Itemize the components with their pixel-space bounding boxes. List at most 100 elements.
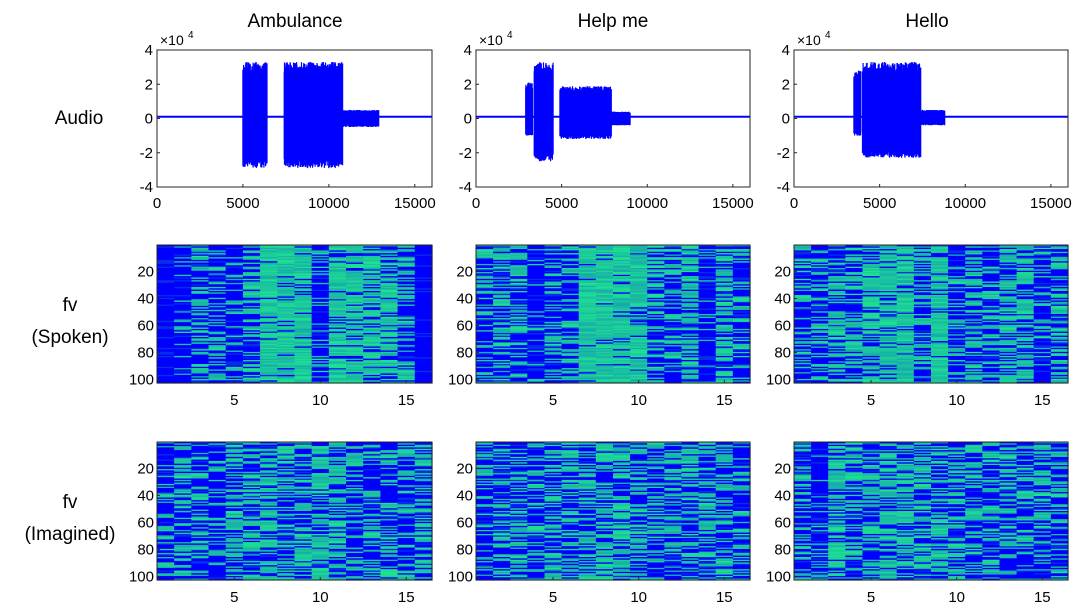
heatmap-cell [414, 330, 433, 333]
heatmap-cell [845, 327, 864, 330]
heatmap-cell [732, 357, 751, 360]
heatmap-cell [346, 249, 364, 252]
heatmap-cell [1033, 265, 1052, 268]
heatmap-cell [208, 245, 227, 247]
heatmap-cell [328, 334, 347, 337]
heatmap-cell [561, 269, 580, 272]
heatmap-cell [578, 247, 597, 250]
heatmap-cell [174, 345, 192, 348]
heatmap-cell [595, 308, 614, 311]
heatmap-cell [225, 259, 244, 262]
heatmap-cell [527, 257, 546, 260]
heatmap-cell [879, 307, 898, 310]
heatmap-cell [380, 342, 399, 345]
heatmap-cell [828, 346, 846, 349]
heatmap-cell [828, 307, 846, 310]
heatmap-cell [397, 253, 416, 256]
heatmap-cell [493, 304, 511, 307]
heatmap-cell [794, 342, 812, 345]
row-label-spoken-line2: (Spoken) [31, 327, 108, 348]
heatmap-cell [999, 361, 1018, 364]
heatmap-cell [965, 323, 983, 326]
heatmap-cell [493, 374, 511, 377]
heatmap-cell [476, 364, 494, 367]
heatmap-cell [544, 320, 563, 323]
heatmap-cell [896, 301, 915, 304]
heatmap-cell [157, 353, 175, 356]
heatmap-cell [811, 347, 829, 350]
heatmap-cell [493, 249, 511, 252]
x-tick-label: 5000 [545, 195, 578, 212]
heatmap-cell [328, 266, 347, 269]
heatmap-cell [476, 276, 494, 279]
heatmap-cell [157, 342, 175, 345]
heatmap-cell [913, 349, 932, 352]
heatmap-cell [613, 257, 631, 260]
heatmap-cell [260, 301, 278, 304]
heatmap-cell [346, 259, 364, 262]
heatmap-cell [311, 345, 330, 348]
heatmap-cell [294, 309, 313, 312]
heatmap-cell [879, 349, 898, 352]
heatmap-cell [328, 362, 347, 365]
heatmap-cell [999, 254, 1018, 257]
heatmap-cell [311, 261, 330, 264]
heatmap-cell [681, 368, 700, 371]
heatmap-cell [277, 362, 296, 365]
heatmap-cell [380, 315, 399, 318]
heatmap-cell [311, 304, 330, 307]
heatmap-cell [414, 312, 433, 315]
heatmap-cell [277, 247, 296, 250]
heatmap-cell [414, 301, 433, 304]
heatmap-cell [493, 312, 511, 315]
heatmap-cell [845, 301, 864, 304]
heatmap-cell [208, 345, 227, 348]
heatmap-cell [681, 370, 700, 373]
heatmap-cell [845, 342, 864, 345]
heatmap-cell [732, 341, 751, 344]
heatmap-cell [931, 341, 949, 344]
heatmap-cell [811, 364, 829, 367]
heatmap-cell [225, 276, 244, 279]
heatmap-cell [157, 314, 175, 316]
heatmap-cell [578, 307, 597, 310]
heatmap-cell [595, 347, 614, 350]
heatmap-cell [561, 377, 580, 380]
heatmap-cell [191, 245, 210, 247]
heatmap-cell [208, 326, 227, 329]
heatmap-cell [595, 369, 614, 372]
heatmap-cell [174, 347, 192, 350]
heatmap-cell [613, 365, 631, 368]
x-tick-label: 15000 [712, 195, 754, 212]
heatmap-cell [544, 372, 563, 375]
heatmap-cell [294, 337, 313, 339]
heatmap-cell [913, 370, 932, 373]
heatmap-cell [595, 365, 614, 368]
heatmap-cell [913, 326, 932, 329]
heatmap-cell [328, 276, 347, 279]
heatmap-cell [157, 263, 175, 266]
heatmap-cell [328, 328, 347, 331]
heatmap-cell [698, 262, 717, 265]
heatmap-cell [346, 251, 364, 254]
heatmap-cell [174, 314, 192, 316]
heatmap-cell [397, 330, 416, 333]
heatmap-cell [715, 342, 734, 345]
heatmap-cell [561, 272, 580, 275]
heatmap-cell [225, 285, 244, 288]
heatmap-cell [544, 268, 563, 270]
heatmap-cell [1033, 319, 1052, 322]
heatmap-cell [510, 380, 528, 383]
heatmap-cell [913, 292, 932, 295]
heatmap-cell [965, 326, 983, 329]
heatmap-cell [510, 304, 528, 307]
heatmap-cell [561, 291, 580, 293]
heatmap-cell [328, 281, 347, 284]
heatmap-cell [630, 284, 648, 287]
heatmap-cell [328, 376, 347, 379]
heatmap-cell [561, 366, 580, 369]
heatmap-cell [174, 324, 192, 327]
heatmap-cell [363, 346, 382, 349]
heatmap-cell [948, 323, 966, 326]
heatmap-cell [664, 361, 683, 364]
